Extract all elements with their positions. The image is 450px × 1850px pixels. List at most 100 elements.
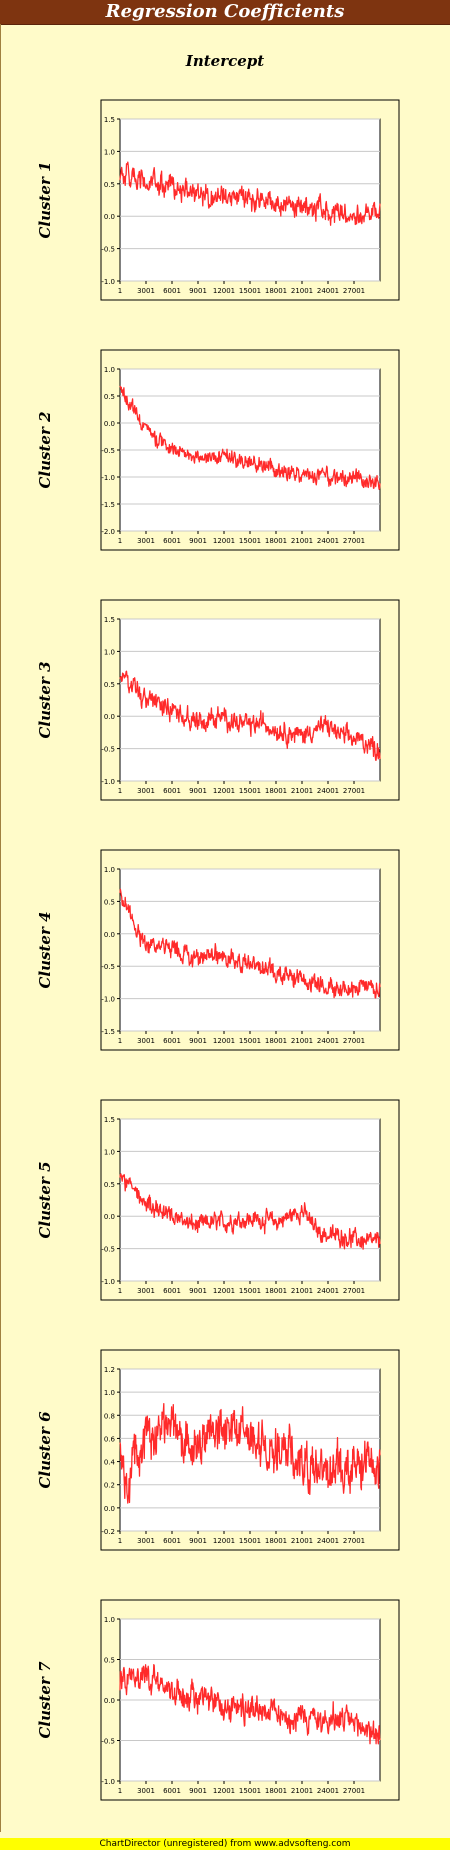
y-tick-label: 1.0 (104, 648, 115, 656)
x-tick-label: 18001 (265, 1037, 287, 1045)
series-line (119, 385, 381, 490)
x-tick-label: 21001 (291, 787, 313, 795)
x-tick-label: 12001 (213, 787, 235, 795)
x-tick-label: 1 (118, 1287, 122, 1295)
chart-panel: 1.2 1.0 0.8 0.6 0.4 0.2 0.0 -0.21 3001 6001 9001 12… (36, 1349, 400, 1551)
x-tick-label: 21001 (291, 1537, 313, 1545)
plot-area (119, 1118, 381, 1282)
y-tick-label: 0.2 (104, 1482, 115, 1490)
x-tick-label: 1 (118, 1037, 122, 1045)
x-tick-label: 15001 (239, 287, 261, 295)
x-tick-label: 18001 (265, 287, 287, 295)
x-tick-label: 15001 (239, 1287, 261, 1295)
plot-area (119, 118, 381, 282)
x-tick-label: 24001 (317, 1287, 339, 1295)
x-tick-label: 24001 (317, 537, 339, 545)
x-tick-label: 6001 (163, 787, 181, 795)
x-tick-label: 27001 (343, 1037, 365, 1045)
x-tick-label: 27001 (343, 787, 365, 795)
y-tick-label: 1.0 (104, 148, 115, 156)
x-tick-label: 18001 (265, 1537, 287, 1545)
chart-panel: 1.0 0.5 0.0 -0.5 -1.01 3001 6001 9001 12001 15001… (36, 1599, 400, 1801)
x-tick-label: 27001 (343, 1287, 365, 1295)
y-tick-label: 0.5 (104, 1181, 115, 1189)
x-tick-label: 3001 (137, 1287, 155, 1295)
cluster-label: Cluster 7 (36, 1661, 54, 1739)
y-tick-label: -2.0 (101, 528, 115, 536)
y-tick-label: 1.5 (104, 116, 115, 124)
title-bar: Regression Coefficients (0, 0, 450, 25)
x-tick-label: 6001 (163, 1287, 181, 1295)
x-tick-label: 1 (118, 537, 122, 545)
y-tick-label: 1.0 (104, 366, 115, 374)
x-tick-label: 1 (118, 287, 122, 295)
chart-panel: 1.0 0.5 0.0 -0.5 -1.0 -1.51 3001 6001 9001 12001 1… (36, 849, 400, 1051)
y-tick-label: -1.5 (101, 501, 115, 509)
series-line (119, 1403, 381, 1504)
y-tick-label: 0.0 (104, 420, 115, 428)
cluster-label: Cluster 4 (36, 911, 54, 988)
x-tick-label: 18001 (265, 1287, 287, 1295)
y-tick-label: 0.5 (104, 181, 115, 189)
x-tick-label: 15001 (239, 537, 261, 545)
chart-panel: 1.5 1.0 0.5 0.0 -0.5 -1.01 3001 6001 9001 12001 15… (36, 599, 400, 801)
x-tick-label: 9001 (189, 1287, 207, 1295)
y-tick-label: 0.8 (104, 1412, 115, 1420)
x-tick-label: 12001 (213, 1037, 235, 1045)
y-tick-label: -1.0 (101, 278, 115, 286)
y-tick-label: 0.4 (104, 1459, 116, 1467)
y-tick-label: -0.5 (101, 246, 115, 254)
x-tick-label: 9001 (189, 1537, 207, 1545)
x-tick-label: 12001 (213, 1537, 235, 1545)
chart-subtitle: Intercept (185, 52, 265, 70)
x-tick-label: 24001 (317, 787, 339, 795)
x-tick-label: 21001 (291, 1287, 313, 1295)
y-tick-label: -1.5 (101, 1028, 115, 1036)
x-tick-label: 27001 (343, 1787, 365, 1795)
x-tick-label: 1 (118, 1537, 122, 1545)
y-tick-label: 1.0 (104, 1389, 115, 1397)
x-tick-label: 9001 (189, 1787, 207, 1795)
y-tick-label: 1.5 (104, 1116, 115, 1124)
x-tick-label: 1 (118, 1787, 122, 1795)
y-tick-label: 0.0 (104, 931, 115, 939)
series-line (119, 888, 381, 999)
x-tick-label: 15001 (239, 1787, 261, 1795)
x-tick-label: 3001 (137, 1537, 155, 1545)
chart-panel: 1.5 1.0 0.5 0.0 -0.5 -1.01 3001 6001 9001 12001 15… (36, 1099, 400, 1301)
y-tick-label: 0.6 (104, 1435, 116, 1443)
x-tick-label: 6001 (163, 1537, 181, 1545)
y-tick-label: 0.5 (104, 681, 115, 689)
x-tick-label: 15001 (239, 1537, 261, 1545)
series-line (119, 1173, 381, 1250)
y-tick-label: 0.5 (104, 393, 115, 401)
x-tick-label: 12001 (213, 537, 235, 545)
y-tick-label: 1.0 (104, 1616, 115, 1624)
y-tick-label: -1.0 (101, 474, 115, 482)
x-tick-label: 21001 (291, 1787, 313, 1795)
y-tick-label: -0.2 (101, 1528, 115, 1536)
y-tick-label: -0.5 (101, 963, 115, 971)
y-tick-label: 0.5 (104, 898, 115, 906)
footer-text: ChartDirector (unregistered) from www.ad… (99, 1839, 351, 1849)
y-tick-label: -1.0 (101, 778, 115, 786)
y-tick-label: -0.5 (101, 1246, 115, 1254)
x-tick-label: 12001 (213, 1287, 235, 1295)
x-tick-label: 27001 (343, 537, 365, 545)
x-tick-label: 9001 (189, 1037, 207, 1045)
plot-area (119, 868, 381, 1032)
y-tick-label: 1.0 (104, 1148, 115, 1156)
cluster-label: Cluster 6 (36, 1411, 54, 1489)
y-tick-label: -1.0 (101, 1278, 115, 1286)
x-tick-label: 15001 (239, 787, 261, 795)
x-tick-label: 18001 (265, 787, 287, 795)
x-tick-label: 9001 (189, 287, 207, 295)
plot-area (119, 618, 381, 782)
x-tick-label: 9001 (189, 537, 207, 545)
y-tick-label: -1.0 (101, 1778, 115, 1786)
y-tick-label: 0.0 (104, 1213, 115, 1221)
cluster-label: Cluster 2 (36, 411, 54, 488)
x-tick-label: 18001 (265, 1787, 287, 1795)
y-tick-label: -0.5 (101, 447, 115, 455)
